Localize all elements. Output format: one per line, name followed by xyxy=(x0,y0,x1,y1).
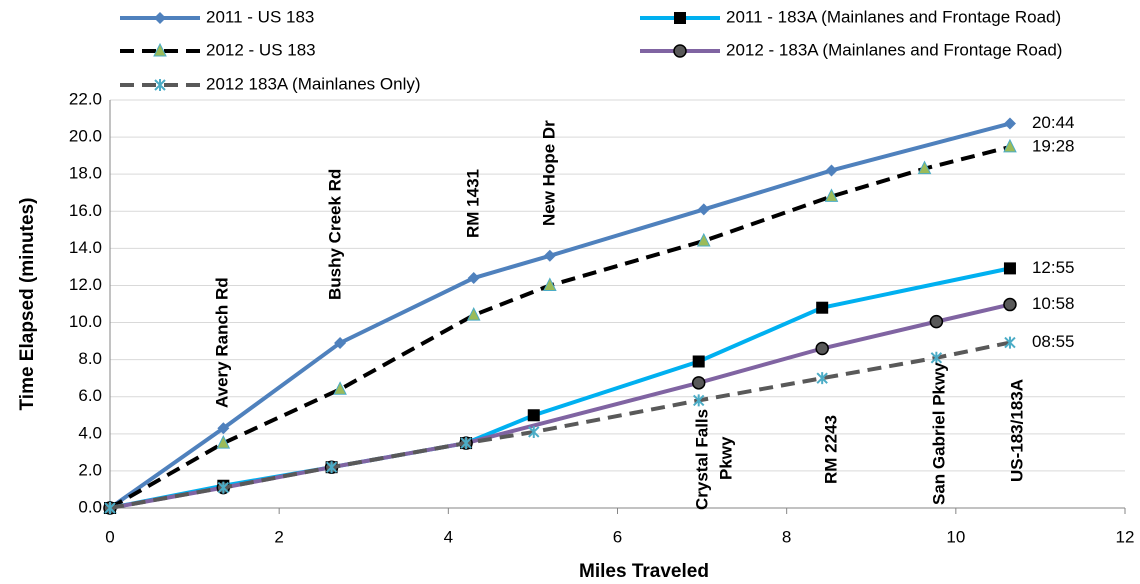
marker xyxy=(816,301,829,314)
legend-marker xyxy=(153,42,167,57)
marker xyxy=(815,341,829,356)
y-tick-label: 2.0 xyxy=(78,460,102,479)
marker xyxy=(692,394,705,407)
legend-marker xyxy=(154,12,166,24)
marker xyxy=(216,434,231,449)
legend-label: 2012 - 183A (Mainlanes and Frontage Road… xyxy=(726,40,1062,59)
marker xyxy=(824,188,839,202)
y-tick-label: 20.0 xyxy=(69,127,102,146)
data-label: 20:44 xyxy=(1032,113,1075,132)
y-tick-label: 4.0 xyxy=(78,423,102,442)
y-axis-title: Time Elapsed (minutes) xyxy=(17,198,38,411)
legend-label: 2012 - US 183 xyxy=(206,40,316,59)
y-tick-label: 14.0 xyxy=(69,238,102,257)
marker xyxy=(325,461,338,474)
series-line xyxy=(108,121,1011,510)
marker xyxy=(334,336,347,349)
series-line xyxy=(109,340,1011,510)
marker xyxy=(1004,336,1016,349)
marker xyxy=(816,372,828,385)
marker xyxy=(543,277,557,291)
y-tick-label: 6.0 xyxy=(78,386,102,405)
x-axis-title: Miles Traveled xyxy=(579,561,709,582)
legend-label: 2011 - 183A (Mainlanes and Frontage Road… xyxy=(726,7,1061,26)
marker xyxy=(467,272,480,285)
marker xyxy=(217,481,230,494)
road-annotation: Pkwy xyxy=(716,436,735,480)
road-annotation: Bushy Creek Rd xyxy=(325,169,344,300)
y-tick-label: 0.0 xyxy=(78,497,102,516)
marker xyxy=(1003,138,1017,153)
y-tick-label: 22.0 xyxy=(69,89,102,108)
x-tick-label: 8 xyxy=(782,527,791,546)
marker xyxy=(825,164,838,177)
x-tick-label: 6 xyxy=(613,527,622,546)
series-line xyxy=(109,144,1011,510)
legend-label: 2011 - US 183 xyxy=(206,7,314,26)
data-label: 19:28 xyxy=(1032,136,1075,155)
marker xyxy=(930,351,943,364)
marker xyxy=(691,376,706,390)
data-label: 12:55 xyxy=(1032,258,1075,277)
marker xyxy=(333,381,347,395)
marker xyxy=(1003,262,1016,275)
x-tick-label: 4 xyxy=(444,527,453,546)
marker xyxy=(1003,297,1017,312)
y-tick-label: 18.0 xyxy=(69,164,102,183)
y-tick-label: 16.0 xyxy=(69,201,102,220)
x-tick-label: 0 xyxy=(105,527,114,546)
road-annotation: US-183/183A xyxy=(1007,379,1026,482)
marker xyxy=(528,425,540,438)
y-tick-label: 8.0 xyxy=(78,349,102,368)
x-tick-label: 12 xyxy=(1116,527,1135,546)
road-annotation: Avery Ranch Rd xyxy=(212,277,231,408)
marker xyxy=(1003,117,1016,130)
marker xyxy=(543,249,556,262)
marker xyxy=(527,409,540,422)
road-annotation: RM 2243 xyxy=(821,415,840,484)
marker xyxy=(104,502,116,514)
y-tick-label: 10.0 xyxy=(69,312,102,331)
road-annotation: RM 1431 xyxy=(463,169,482,238)
marker xyxy=(929,314,944,329)
road-annotation: New Hope Dr xyxy=(539,120,558,226)
marker xyxy=(696,232,711,247)
legend-marker xyxy=(154,79,166,91)
y-tick-label: 12.0 xyxy=(69,275,102,294)
data-label: 10:58 xyxy=(1032,294,1075,313)
data-label: 08:55 xyxy=(1032,332,1075,351)
x-tick-label: 10 xyxy=(946,527,965,546)
marker xyxy=(466,307,481,321)
series-line xyxy=(109,266,1011,510)
marker xyxy=(460,437,472,450)
road-annotation: San Gabriel Pkwy xyxy=(929,362,948,505)
legend-marker xyxy=(674,12,686,24)
road-annotation: Crystal Falls xyxy=(692,409,711,510)
marker xyxy=(692,355,705,368)
marker xyxy=(697,203,710,216)
marker xyxy=(217,422,230,435)
legend-label: 2012 183A (Mainlanes Only) xyxy=(206,74,421,93)
legend-marker xyxy=(673,44,687,58)
marker xyxy=(917,160,932,175)
x-tick-label: 2 xyxy=(274,527,283,546)
